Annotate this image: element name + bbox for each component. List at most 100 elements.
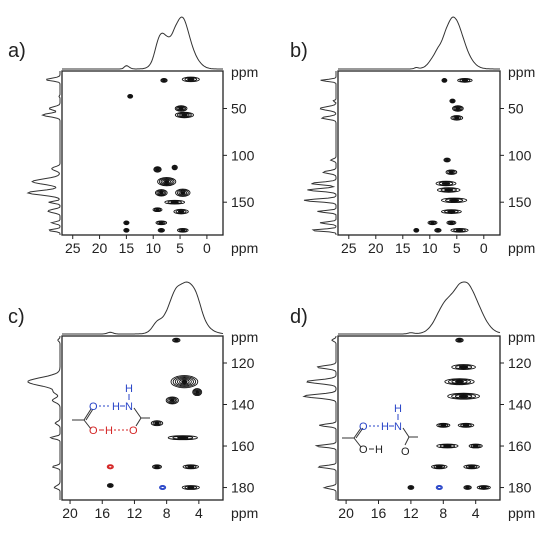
atom-o-bottom: O [89,425,98,437]
panel-d-structure: O O H H N H O [342,403,418,458]
contour-ring [178,190,188,196]
contour-ring [453,228,466,233]
atom-h-bottom: H [105,425,113,437]
x-tick-label: 20 [338,505,354,521]
panel-a-top-projection [62,16,223,70]
contour-ring [441,182,451,185]
contour-ring [447,378,472,385]
contour-ring [453,105,463,112]
contour-ring [153,166,162,173]
contour-ring [452,115,462,120]
contour-peak [181,76,200,83]
highlight-ring [159,484,167,491]
contour-ring [178,107,184,110]
panel-a-x-unit: ppm [231,240,258,256]
contour-peak [123,220,130,226]
contour-ring [449,221,454,225]
highlight-ring [435,484,443,491]
contour-ring [180,191,186,195]
contour-ring [157,177,177,187]
contour-peak [173,208,189,215]
y-tick-label: 160 [508,438,532,454]
x-tick-label: 15 [395,240,411,256]
panel-label-a: a) [8,40,26,62]
x-tick-label: 10 [145,240,161,256]
atom-h-top: H [394,403,402,415]
contour-ring [184,77,198,82]
bond-line [135,417,142,427]
contour-ring [456,338,463,343]
contour-ring [436,187,461,193]
contour-ring [176,189,189,197]
contour-ring [172,376,197,388]
atom-h-bottom: H [375,444,383,456]
panel-c-top-projection [62,281,224,335]
contour-ring [174,338,179,342]
contour-ring [447,220,456,225]
contour-ring [173,338,180,343]
contour-ring [170,200,179,204]
panel-d-side-projection [302,335,337,500]
contour-ring [460,423,472,428]
contour-ring [153,464,161,469]
contour-ring [447,210,456,213]
contour-ring [177,227,189,233]
contour-ring [447,392,480,400]
contour-ring [127,93,134,99]
contour-ring [123,227,130,233]
contour-ring [450,115,464,121]
contour-ring [152,464,162,470]
panel-a-side-projection [26,71,61,235]
contour-ring [459,78,471,83]
atom-o-right: O [401,446,410,458]
contour-ring [409,486,413,489]
contour-peak [182,464,200,470]
contour-ring [165,396,179,405]
panel-d-x-unit: ppm [508,505,535,521]
contour-ring [441,78,448,83]
x-tick-label: 16 [371,505,387,521]
contour-ring [156,189,167,196]
panel-b-frame [337,70,501,236]
contour-ring [159,228,164,232]
contour-ring [463,464,480,470]
contour-peak [476,485,491,490]
contour-peak [449,98,456,104]
contour-ring [177,436,189,440]
contour-peak [123,227,130,233]
panel-a-y-unit: ppm [231,64,258,80]
atom-n-top: N [394,421,402,433]
x-tick-label: 25 [341,240,357,256]
contour-peak [441,78,448,83]
contour-ring [414,228,419,233]
contour-peak [167,435,198,441]
contour-ring [450,99,455,103]
contour-ring [449,198,460,202]
contour-ring [455,337,464,343]
contour-ring [478,485,489,490]
contour-ring [169,398,175,403]
panel-b-y-unit: ppm [508,64,535,80]
contour-peak [457,78,473,83]
contour-ring [454,106,462,111]
y-tick-label: 50 [508,100,524,116]
x-tick-label: 12 [127,505,143,521]
contour-peak [446,220,457,226]
contour-ring [450,227,469,233]
contour-ring [408,485,414,490]
contour-peak [157,227,165,233]
contour-ring [436,228,440,232]
contour-peak [431,464,448,470]
contour-ring [195,390,200,394]
contour-ring [177,378,192,386]
contour-peak [434,227,442,233]
contour-ring [465,464,478,469]
bond-line [402,427,410,438]
panel-a-contours [123,76,200,233]
contour-ring [171,164,178,171]
contour-ring [430,221,435,225]
contour-ring [434,227,442,233]
contour-ring [159,191,164,195]
contour-ring [462,423,470,427]
